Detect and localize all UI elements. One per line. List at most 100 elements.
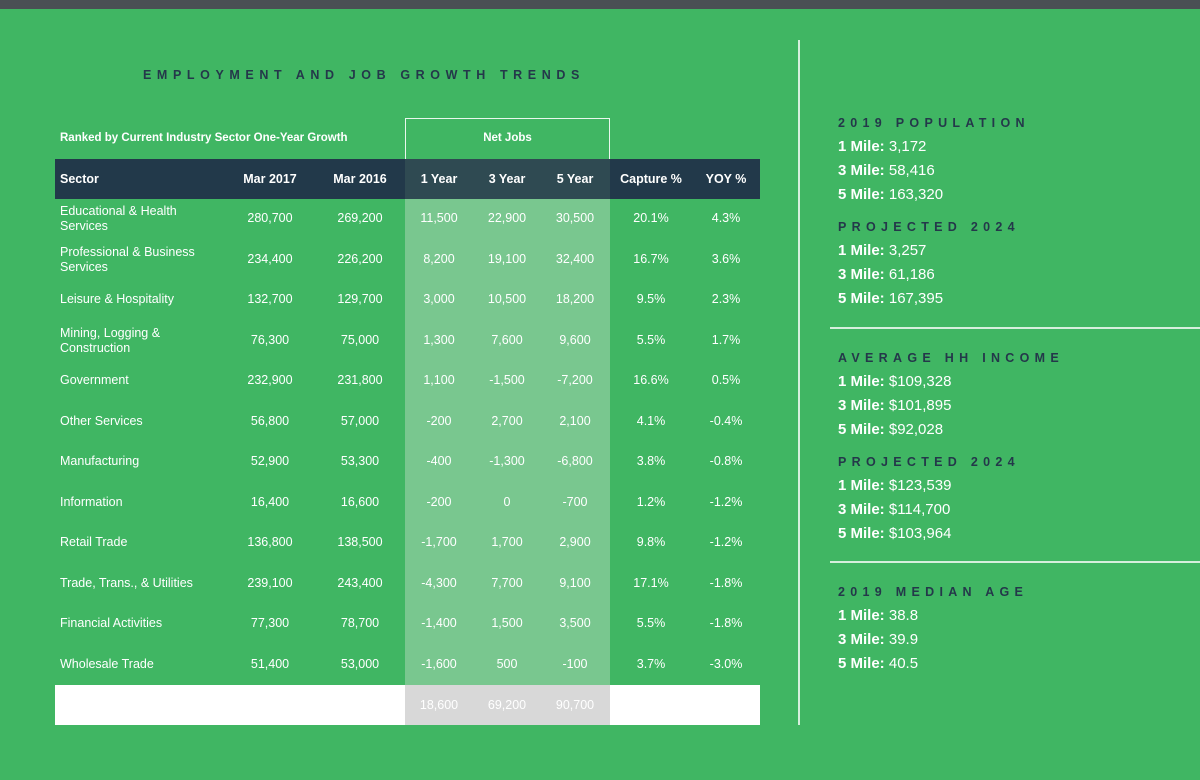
stat-radius-label: 5 Mile:	[838, 655, 885, 672]
total-three-year: 69,200	[487, 698, 527, 712]
cell-yoy-pct: 1.7%	[711, 332, 741, 347]
sector-name: Financial Activities	[60, 616, 163, 631]
stat-line: 3 Mile: $101,895	[838, 397, 951, 414]
stat-heading: PROJECTED 2024	[838, 220, 1020, 234]
cell-mar-2016: 78,700	[340, 616, 380, 631]
cell-five-year: 3,500	[559, 616, 591, 631]
stat-line: 3 Mile: 58,416	[838, 162, 935, 179]
cell-one-year: -200	[426, 413, 452, 428]
cell-three-year: 500	[496, 656, 518, 671]
cell-yoy-pct: -0.4%	[709, 413, 743, 428]
header-capture-pct: Capture %	[620, 172, 682, 186]
cell-three-year: 7,700	[491, 575, 523, 590]
cell-mar-2017: 77,300	[250, 616, 290, 631]
cell-one-year: -4,300	[421, 575, 457, 590]
stat-radius-label: 1 Mile:	[838, 607, 885, 624]
cell-capture-pct: 4.1%	[636, 413, 666, 428]
stat-value: 167,395	[884, 290, 944, 307]
total-mar-2017: 1,399,500	[242, 698, 298, 712]
cell-three-year: 19,100	[487, 251, 527, 266]
stat-line: 3 Mile: $114,700	[838, 501, 950, 518]
cell-yoy-pct: -1.8%	[709, 616, 743, 631]
sector-name: Retail Trade	[60, 535, 128, 550]
cell-mar-2017: 52,900	[250, 454, 290, 469]
stat-radius-label: 3 Mile:	[838, 266, 885, 283]
cell-mar-2017: 234,400	[247, 251, 293, 266]
stat-value: 38.8	[884, 607, 919, 624]
stat-line: 1 Mile: $109,328	[838, 373, 951, 390]
stat-value: 163,320	[884, 186, 944, 203]
cell-mar-2016: 53,300	[340, 454, 380, 469]
cell-three-year: 2,700	[491, 413, 523, 428]
stat-value: 58,416	[884, 162, 935, 179]
cell-five-year: 9,100	[559, 575, 591, 590]
cell-one-year: 11,500	[420, 211, 458, 226]
stat-value: $123,539	[884, 477, 952, 494]
stat-radius-label: 3 Mile:	[838, 397, 885, 414]
header-one-year: 1 Year	[420, 172, 458, 186]
cell-capture-pct: 5.5%	[636, 616, 666, 631]
cell-capture-pct: 1.2%	[636, 494, 666, 509]
table-header-row	[55, 159, 760, 199]
cell-mar-2017: 232,900	[247, 373, 293, 388]
table-caption: Ranked by Current Industry Sector One-Ye…	[60, 132, 348, 144]
net-jobs-label: Net Jobs	[483, 132, 532, 144]
stat-line: 1 Mile: $123,539	[838, 477, 951, 494]
sector-name: Professional & Business Services	[60, 244, 195, 274]
cell-capture-pct: 20.1%	[633, 211, 669, 226]
stat-radius-label: 5 Mile:	[838, 525, 885, 542]
stat-line: 5 Mile: 163,320	[838, 186, 943, 203]
stat-value: $92,028	[884, 421, 944, 438]
net-jobs-group-header: Net Jobs	[405, 118, 610, 159]
cell-five-year: -6,800	[557, 454, 593, 469]
stat-heading: PROJECTED 2024	[838, 455, 1020, 469]
cell-mar-2016: 243,400	[337, 575, 383, 590]
stat-radius-label: 3 Mile:	[838, 631, 885, 648]
total-label: Total Non-Farm	[60, 698, 152, 712]
page-title: EMPLOYMENT AND JOB GROWTH TRENDS	[143, 68, 585, 82]
cell-capture-pct: 3.7%	[636, 656, 666, 671]
cell-three-year: 0	[503, 494, 511, 509]
sector-name: Educational & Health Services	[60, 204, 177, 234]
cell-yoy-pct: 3.6%	[711, 251, 741, 266]
stat-value: 39.9	[884, 631, 919, 648]
cell-mar-2016: 231,800	[337, 373, 383, 388]
stat-value: $103,964	[884, 525, 952, 542]
stat-value: $109,328	[884, 373, 952, 390]
sector-name: Wholesale Trade	[60, 656, 154, 671]
cell-five-year: -7,200	[557, 373, 593, 388]
cell-five-year: 32,400	[555, 251, 595, 266]
cell-five-year: -100	[562, 656, 588, 671]
stat-value: 61,186	[884, 266, 935, 283]
cell-capture-pct: 3.8%	[636, 454, 666, 469]
header-mar-2016: Mar 2016	[333, 172, 387, 186]
cell-capture-pct: 17.1%	[633, 575, 669, 590]
cell-five-year: 30,500	[555, 211, 595, 226]
stats-divider	[830, 561, 1200, 563]
stat-value: 3,172	[884, 138, 927, 155]
cell-one-year: -1,700	[421, 535, 457, 550]
cell-mar-2016: 226,200	[337, 251, 383, 266]
stat-value: 3,257	[884, 242, 927, 259]
stat-line: 5 Mile: 40.5	[838, 655, 918, 672]
cell-five-year: -700	[562, 494, 588, 509]
cell-one-year: -1,600	[421, 656, 457, 671]
stat-radius-label: 3 Mile:	[838, 501, 885, 518]
stat-heading: AVERAGE HH INCOME	[838, 351, 1064, 365]
stat-radius-label: 1 Mile:	[838, 373, 885, 390]
cell-five-year: 9,600	[559, 332, 591, 347]
sector-name: Leisure & Hospitality	[60, 292, 174, 307]
cell-three-year: 10,500	[487, 292, 527, 307]
stat-line: 5 Mile: $103,964	[838, 525, 951, 542]
header-mar-2017: Mar 2017	[243, 172, 297, 186]
cell-yoy-pct: 4.3%	[711, 211, 741, 226]
sector-name: Manufacturing	[60, 454, 140, 469]
cell-one-year: 1,300	[423, 332, 455, 347]
cell-one-year: 3,000	[423, 292, 455, 307]
stat-radius-label: 5 Mile:	[838, 421, 885, 438]
cell-one-year: -200	[426, 494, 452, 509]
header-five-year: 5 Year	[556, 172, 594, 186]
cell-three-year: -1,300	[489, 454, 525, 469]
cell-mar-2016: 75,000	[340, 332, 380, 347]
total-one-year: 18,600	[419, 698, 459, 712]
